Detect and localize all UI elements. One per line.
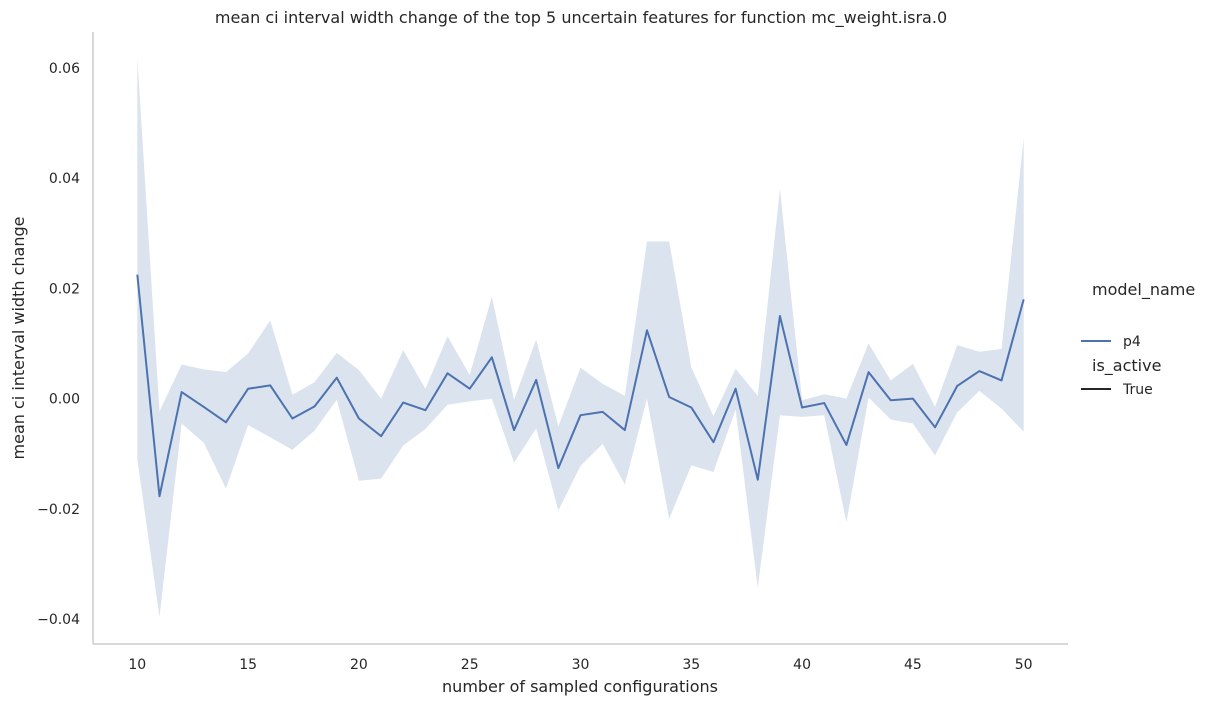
chart-title: mean ci interval width change of the top… — [215, 8, 947, 28]
y-tick-label: −0.02 — [37, 502, 80, 518]
y-tick-label: 0.04 — [49, 171, 80, 187]
confidence-band — [137, 57, 1024, 617]
x-tick-label: 45 — [904, 657, 922, 673]
x-tick-label: 35 — [682, 657, 700, 673]
series-line-p4 — [136, 274, 1025, 498]
x-tick-label: 30 — [572, 657, 590, 673]
y-axis-ticks: −0.04 −0.02 0.00 0.02 0.04 0.06 — [37, 61, 80, 628]
plot-area — [136, 57, 1025, 617]
y-tick-label: 0.00 — [49, 392, 80, 408]
x-tick-label: 15 — [239, 657, 257, 673]
x-tick-label: 40 — [793, 657, 811, 673]
x-tick-label: 20 — [350, 657, 368, 673]
x-tick-label: 10 — [128, 657, 146, 673]
y-axis-label: mean ci interval width change — [9, 217, 28, 460]
x-tick-label: 50 — [1015, 657, 1033, 673]
y-tick-label: 0.06 — [49, 61, 80, 77]
y-tick-label: −0.04 — [37, 612, 80, 628]
legend-label-true: True — [1122, 382, 1153, 398]
x-tick-label: 25 — [461, 657, 479, 673]
y-tick-label: 0.02 — [49, 281, 80, 297]
legend: model_name p4 is_active True — [1081, 280, 1195, 398]
x-axis-ticks: 10 15 20 25 30 35 40 45 50 — [128, 657, 1032, 673]
legend-label-p4: p4 — [1123, 334, 1141, 350]
x-axis-label: number of sampled configurations — [442, 677, 718, 696]
legend-title-model-name: model_name — [1092, 280, 1195, 300]
legend-title-is-active: is_active — [1092, 356, 1161, 376]
